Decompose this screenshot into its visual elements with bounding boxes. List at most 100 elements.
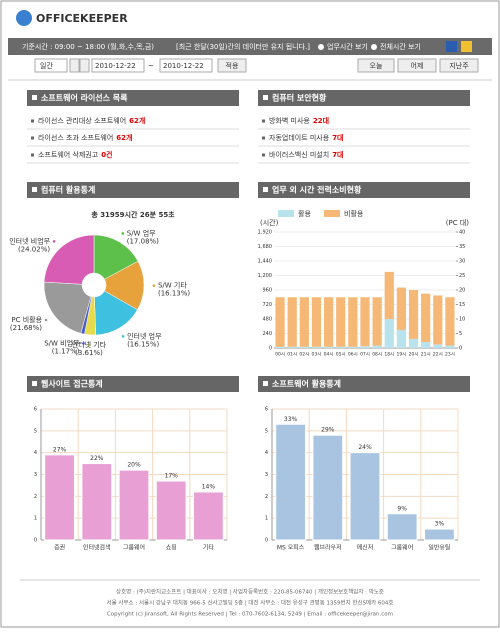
x-tick-label: 04시 xyxy=(324,352,334,358)
x-tick-label: MS 오피스 xyxy=(277,544,305,552)
pie-subtitle: 총 31959시간 26분 55초 xyxy=(91,210,175,219)
pie-slice xyxy=(93,234,139,280)
option[interactable]: 업무시간 보기 xyxy=(327,42,368,51)
today-button[interactable] xyxy=(357,58,395,73)
bar xyxy=(193,491,224,541)
footer-line: 상호명 : (주)지란지교소프트 | 대표이사 : 오치영 | 사업자등록번호 … xyxy=(116,588,384,596)
bar-segment xyxy=(433,344,443,348)
bar-segment xyxy=(421,293,431,342)
x-tick-label: 01시 xyxy=(287,352,297,358)
slice-value: (3.61%) xyxy=(75,349,103,357)
value-label: 14% xyxy=(202,483,216,490)
bar-segment xyxy=(311,297,322,347)
logo: OFFICEKEEPER xyxy=(36,12,128,25)
quick-label: 지난주 xyxy=(449,61,469,70)
prev-button[interactable] xyxy=(69,58,80,73)
y2-tick-label: 5 xyxy=(459,331,462,337)
footer-line: 서울 사무소 : 서울시 강남구 대치동 966-5 신사고빌딩 5층 | 대전… xyxy=(107,599,394,607)
panel-bullet xyxy=(32,187,37,192)
period-select[interactable] xyxy=(34,58,68,73)
start-input[interactable] xyxy=(91,58,145,73)
y2-tick-label: 30 xyxy=(459,259,465,265)
bar-segment xyxy=(408,290,419,339)
legend-swatch xyxy=(324,210,340,217)
x-tick-label: 05시 xyxy=(336,352,346,358)
list-bullet xyxy=(262,119,265,123)
y-tick-label: 4 xyxy=(34,450,37,456)
value-label: 29% xyxy=(321,427,335,434)
next-button[interactable] xyxy=(79,58,90,73)
bar-segment xyxy=(396,287,407,330)
x-tick-label: 03시 xyxy=(312,352,322,358)
bar-segment xyxy=(287,346,297,348)
value-label: 24% xyxy=(358,444,372,451)
yesterday-button[interactable] xyxy=(397,58,437,73)
y-tick-label: 720 xyxy=(262,302,272,308)
end-input[interactable] xyxy=(159,58,213,73)
value-label: 33% xyxy=(284,416,298,423)
value-label: 20% xyxy=(127,462,141,469)
panel-header xyxy=(258,376,470,392)
list-item: 바이러스백신 미설치 xyxy=(269,150,329,159)
x-tick-label: 그룹웨어 xyxy=(391,544,413,552)
pie-slice xyxy=(43,281,92,334)
star-icon[interactable] xyxy=(461,41,472,52)
bar-segment xyxy=(421,341,431,348)
list-item: 라이선스 초과 소프트웨어 xyxy=(38,133,113,142)
y2-tick-label: 0 xyxy=(459,346,462,352)
x-tick-label: 증권 xyxy=(54,544,65,552)
label-dot xyxy=(52,240,56,243)
label-dot xyxy=(82,342,85,345)
radio[interactable] xyxy=(318,44,324,50)
bar-segment xyxy=(445,345,455,348)
bar-segment xyxy=(287,297,297,347)
value-label: 27% xyxy=(53,446,67,453)
slice-value: (17.08%) xyxy=(127,237,159,245)
apply-button[interactable] xyxy=(217,58,247,73)
panel-header xyxy=(27,90,239,106)
info-bar xyxy=(8,38,492,55)
bar-segment xyxy=(384,271,394,319)
slice-label: S/W 비업무 xyxy=(44,338,80,347)
radio[interactable] xyxy=(371,44,377,50)
slice-value: (16.15%) xyxy=(127,340,159,348)
bar-segment xyxy=(311,346,322,348)
x-tick-label: 일반유틸 xyxy=(428,544,450,552)
option[interactable]: 전체시간 보기 xyxy=(380,42,421,51)
list-item: 라이선스 관리대상 소프트웨어 xyxy=(38,116,126,125)
legend-label: 활용 xyxy=(298,209,311,218)
bar-segment xyxy=(396,329,407,348)
notice: [최근 한달(30일)간의 데이터만 유지 됩니다.] xyxy=(176,42,310,51)
list-item: 방화벽 미사용 xyxy=(269,116,310,125)
slice-value: (21.68%) xyxy=(10,324,42,332)
x-tick-label: 21시 xyxy=(421,352,431,358)
bar-segment xyxy=(336,297,346,347)
slice-label: 인터넷 비업무 xyxy=(9,236,50,245)
x-tick-label: 23시 xyxy=(445,352,455,358)
list-count: 62개 xyxy=(116,133,132,142)
panel-bullet xyxy=(32,381,37,386)
bar xyxy=(81,463,113,541)
panel-title: 소프트웨어 활용통계 xyxy=(272,379,341,389)
value-label: 22% xyxy=(90,455,104,462)
bar-segment xyxy=(445,297,455,346)
slice-label: 인터넷 업무 xyxy=(127,331,162,340)
help-icon[interactable] xyxy=(446,41,457,52)
y2-tick-label: 15 xyxy=(459,302,465,308)
panel-header xyxy=(27,182,239,198)
panel-title: 컴퓨터 활용통계 xyxy=(41,185,95,195)
list-item: 자동업데이트 미사용 xyxy=(269,133,330,142)
list-count: 0건 xyxy=(101,150,112,159)
bar-segment xyxy=(384,319,394,348)
panel-title: 소프트웨어 라이선스 목록 xyxy=(41,93,128,103)
bar-segment xyxy=(299,297,309,347)
list-count: 62개 xyxy=(129,116,145,125)
bar xyxy=(44,454,75,541)
y-tick-label: 6 xyxy=(265,407,268,413)
lastweek-button[interactable] xyxy=(439,58,479,73)
bar-segment xyxy=(323,297,334,347)
quick-label: 오늘 xyxy=(370,62,383,70)
panel-bullet xyxy=(263,95,268,100)
y-tick-label: 1 xyxy=(265,516,268,522)
